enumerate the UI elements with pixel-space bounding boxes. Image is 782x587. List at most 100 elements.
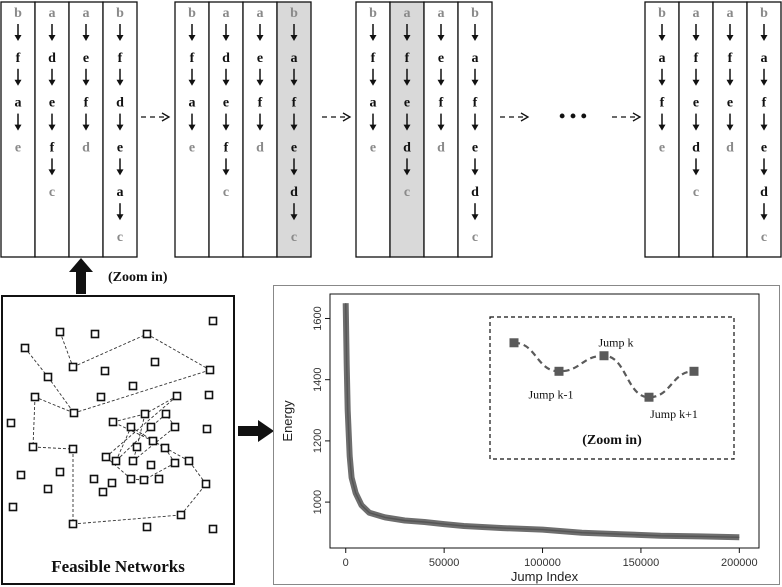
node-letter: c: [404, 185, 410, 200]
node-letter: e: [727, 96, 733, 111]
node-letter: f: [371, 51, 376, 66]
network-node: [142, 329, 152, 339]
order-arrow-head: [403, 169, 411, 176]
order-arrow-head: [116, 169, 124, 176]
inset-point: [644, 392, 654, 402]
node-letter: b: [760, 6, 768, 21]
node-letter: b: [471, 6, 479, 21]
network-node: [68, 362, 78, 372]
network-edge: [152, 440, 190, 462]
dashed-arrow-head: [632, 112, 642, 122]
network-node: [6, 418, 16, 428]
order-panel: b f a e a f e d c a e f d b a f e d c: [355, 1, 493, 258]
network-node: [89, 474, 99, 484]
x-axis-label: Jump Index: [511, 569, 579, 584]
node-letter: c: [291, 230, 297, 245]
inset-title: (Zoom in): [582, 433, 642, 448]
node-letter: f: [473, 96, 478, 111]
node-letter: e: [761, 140, 767, 155]
node-letter: a: [117, 185, 124, 200]
node-letter: f: [660, 96, 665, 111]
network-edge: [136, 413, 146, 448]
order-arrow-head: [290, 124, 298, 131]
network-node: [142, 522, 152, 532]
network-node: [148, 436, 158, 446]
node-letter: a: [761, 51, 768, 66]
node-letter: e: [83, 51, 89, 66]
node-letter: a: [15, 96, 22, 111]
node-letter: b: [658, 6, 666, 21]
order-arrow-head: [14, 35, 22, 41]
order-arrow-head: [116, 79, 124, 86]
node-letter: a: [659, 51, 666, 66]
network-node: [96, 392, 106, 402]
network-node: [90, 329, 100, 339]
network-edge: [73, 369, 211, 414]
network-node: [98, 487, 108, 497]
network-node: [184, 456, 194, 466]
order-panel: b f a e a d e f c a e f d b f d e a c: [0, 1, 138, 258]
network-edge: [72, 333, 148, 368]
inset-point: [509, 338, 519, 348]
node-letter: f: [118, 51, 123, 66]
order-column: [712, 1, 748, 258]
node-letter: b: [14, 6, 22, 21]
network-node: [100, 366, 110, 376]
network-node: [126, 474, 136, 484]
dashed-arrow-head: [161, 112, 171, 122]
network-node: [68, 519, 78, 529]
order-column: [174, 1, 210, 258]
network-node: [140, 409, 150, 419]
node-letter: e: [659, 140, 665, 155]
order-arrow-head: [188, 79, 196, 86]
network-node: [205, 365, 215, 375]
network-edge: [105, 395, 178, 458]
network-node: [30, 392, 40, 402]
network-node: [55, 467, 65, 477]
order-arrow-head: [256, 79, 264, 86]
network-node: [128, 381, 138, 391]
order-arrow-head: [437, 124, 445, 131]
network-node: [170, 422, 180, 432]
order-arrow-head: [14, 124, 22, 131]
network-edge: [72, 514, 182, 525]
network-node: [55, 327, 65, 337]
order-arrow-head: [116, 35, 124, 41]
network-node: [43, 484, 53, 494]
order-arrow-head: [82, 79, 90, 86]
network-node: [170, 458, 180, 468]
node-letter: e: [438, 51, 444, 66]
order-arrow-head: [222, 35, 230, 41]
node-letter: b: [116, 6, 124, 21]
network-node: [176, 510, 186, 520]
network-node: [154, 474, 164, 484]
node-letter: a: [189, 96, 196, 111]
network-edge: [115, 426, 152, 462]
order-arrow-head: [437, 79, 445, 86]
order-arrow-head: [222, 124, 230, 131]
order-arrow-head: [82, 124, 90, 131]
order-arrow-head: [471, 35, 479, 41]
network-edge: [143, 462, 176, 481]
node-letter: d: [760, 185, 768, 200]
node-letter: a: [727, 6, 734, 21]
network-edge: [24, 347, 49, 378]
node-letter: d: [82, 140, 90, 155]
order-arrow-head: [14, 79, 22, 86]
node-letter: b: [369, 6, 377, 21]
network-node: [128, 456, 138, 466]
x-tick-label: 100000: [524, 557, 561, 569]
order-arrow-head: [692, 35, 700, 41]
network-node: [202, 424, 212, 434]
network-node: [69, 408, 79, 418]
order-arrow-head: [760, 124, 768, 131]
node-letter: e: [189, 140, 195, 155]
order-arrow-head: [437, 35, 445, 41]
feasible-networks-panel: Feasible Networks: [1, 295, 235, 585]
node-letter: e: [404, 96, 410, 111]
node-letter: c: [693, 185, 699, 200]
node-letter: d: [290, 185, 298, 200]
order-arrow-head: [369, 35, 377, 41]
order-arrow-head: [256, 35, 264, 41]
